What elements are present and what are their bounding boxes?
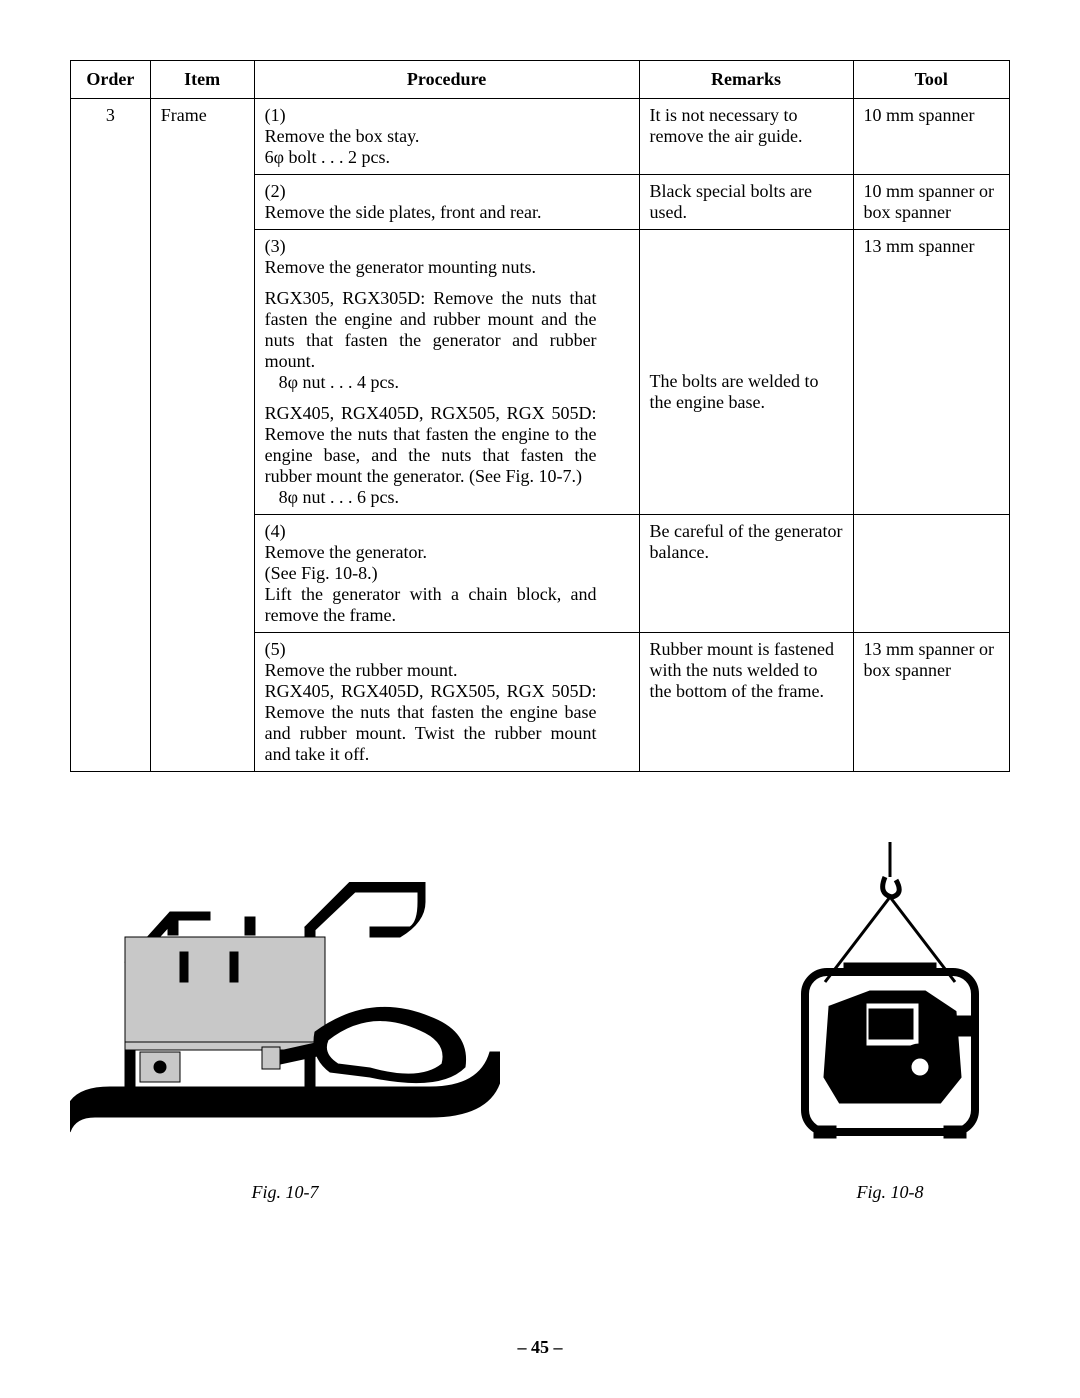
proc-text: Remove the rubber mount. RGX405, RGX405D… — [265, 660, 597, 765]
proc-num: (3) — [265, 236, 293, 257]
cell-procedure-1: (1) Remove the box stay. 6φ bolt . . . 2… — [254, 99, 639, 175]
figure-10-8-caption: Fig. 10-8 — [770, 1182, 1010, 1203]
proc-extra: Lift the generator with a chain block, a… — [265, 584, 597, 625]
cell-procedure-2: (2) Remove the side plates, front and re… — [254, 175, 639, 230]
cell-remarks-5: Rubber mount is fastened with the nuts w… — [639, 633, 853, 772]
remarks-text: The bolts are welded to the engine base. — [650, 371, 819, 412]
proc-text: Remove the side plates, front and rear. — [265, 202, 597, 223]
cell-procedure-3: (3) Remove the generator mounting nuts. … — [254, 230, 639, 515]
cell-procedure-5: (5) Remove the rubber mount. RGX405, RGX… — [254, 633, 639, 772]
cell-tool-3: 13 mm spanner — [853, 230, 1009, 515]
cell-remarks-3: The bolts are welded to the engine base. — [639, 230, 853, 515]
proc-text: Remove the box stay. 6φ bolt . . . 2 pcs… — [265, 126, 597, 168]
proc-main: Remove the generator mounting nuts. — [265, 257, 536, 277]
procedure-table: Order Item Procedure Remarks Tool 3 Fram… — [70, 60, 1010, 772]
col-header-procedure: Procedure — [254, 61, 639, 99]
proc-num: (5) — [265, 639, 293, 660]
proc-sub: 6φ bolt . . . 2 pcs. — [265, 147, 597, 168]
cell-tool-2: 10 mm spanner or box spanner — [853, 175, 1009, 230]
proc-sub: (See Fig. 10-8.) — [265, 563, 378, 583]
col-header-remarks: Remarks — [639, 61, 853, 99]
page-number: – 45 – — [0, 1337, 1080, 1358]
cell-remarks-4: Be careful of the generator balance. — [639, 515, 853, 633]
cell-tool-5: 13 mm spanner or box spanner — [853, 633, 1009, 772]
proc-text: Remove the generator. (See Fig. 10-8.) L… — [265, 542, 597, 626]
proc-block2: RGX405, RGX405D, RGX505, RGX 505D: Remov… — [265, 403, 597, 487]
proc-main: Remove the generator. — [265, 542, 427, 562]
page: Order Item Procedure Remarks Tool 3 Fram… — [0, 0, 1080, 1398]
proc-block1-sub: 8φ nut . . . 4 pcs. — [265, 372, 597, 393]
figure-10-7-svg — [70, 882, 500, 1152]
figure-10-7-caption: Fig. 10-7 — [70, 1182, 500, 1203]
cell-remarks-1: It is not necessary to remove the air gu… — [639, 99, 853, 175]
col-header-item: Item — [150, 61, 254, 99]
cell-item: Frame — [150, 99, 254, 772]
proc-main: Remove the rubber mount. — [265, 660, 458, 680]
proc-num: (4) — [265, 521, 293, 542]
proc-block1: RGX305, RGX305D: Remove the nuts that fa… — [265, 288, 597, 372]
table-header-row: Order Item Procedure Remarks Tool — [71, 61, 1010, 99]
proc-num: (1) — [265, 105, 293, 126]
col-header-tool: Tool — [853, 61, 1009, 99]
proc-num: (2) — [265, 181, 293, 202]
cell-order: 3 — [71, 99, 151, 772]
remarks-spacer — [650, 236, 843, 371]
proc-main: Remove the box stay. — [265, 126, 420, 146]
cell-tool-4 — [853, 515, 1009, 633]
figure-10-8-svg — [770, 842, 1010, 1152]
figures-row: Fig. 10-7 — [70, 842, 1010, 1203]
figure-10-7: Fig. 10-7 — [70, 882, 500, 1203]
col-header-order: Order — [71, 61, 151, 99]
proc-block2-sub: 8φ nut . . . 6 pcs. — [265, 487, 597, 508]
proc-sub: RGX405, RGX405D, RGX505, RGX 505D: Remov… — [265, 681, 597, 764]
cell-tool-1: 10 mm spanner — [853, 99, 1009, 175]
cell-remarks-2: Black special bolts are used. — [639, 175, 853, 230]
proc-text: Remove the generator mounting nuts. RGX3… — [265, 257, 597, 508]
figure-10-8: Fig. 10-8 — [770, 842, 1010, 1203]
table-row: 3 Frame (1) Remove the box stay. 6φ bolt… — [71, 99, 1010, 175]
cell-procedure-4: (4) Remove the generator. (See Fig. 10-8… — [254, 515, 639, 633]
